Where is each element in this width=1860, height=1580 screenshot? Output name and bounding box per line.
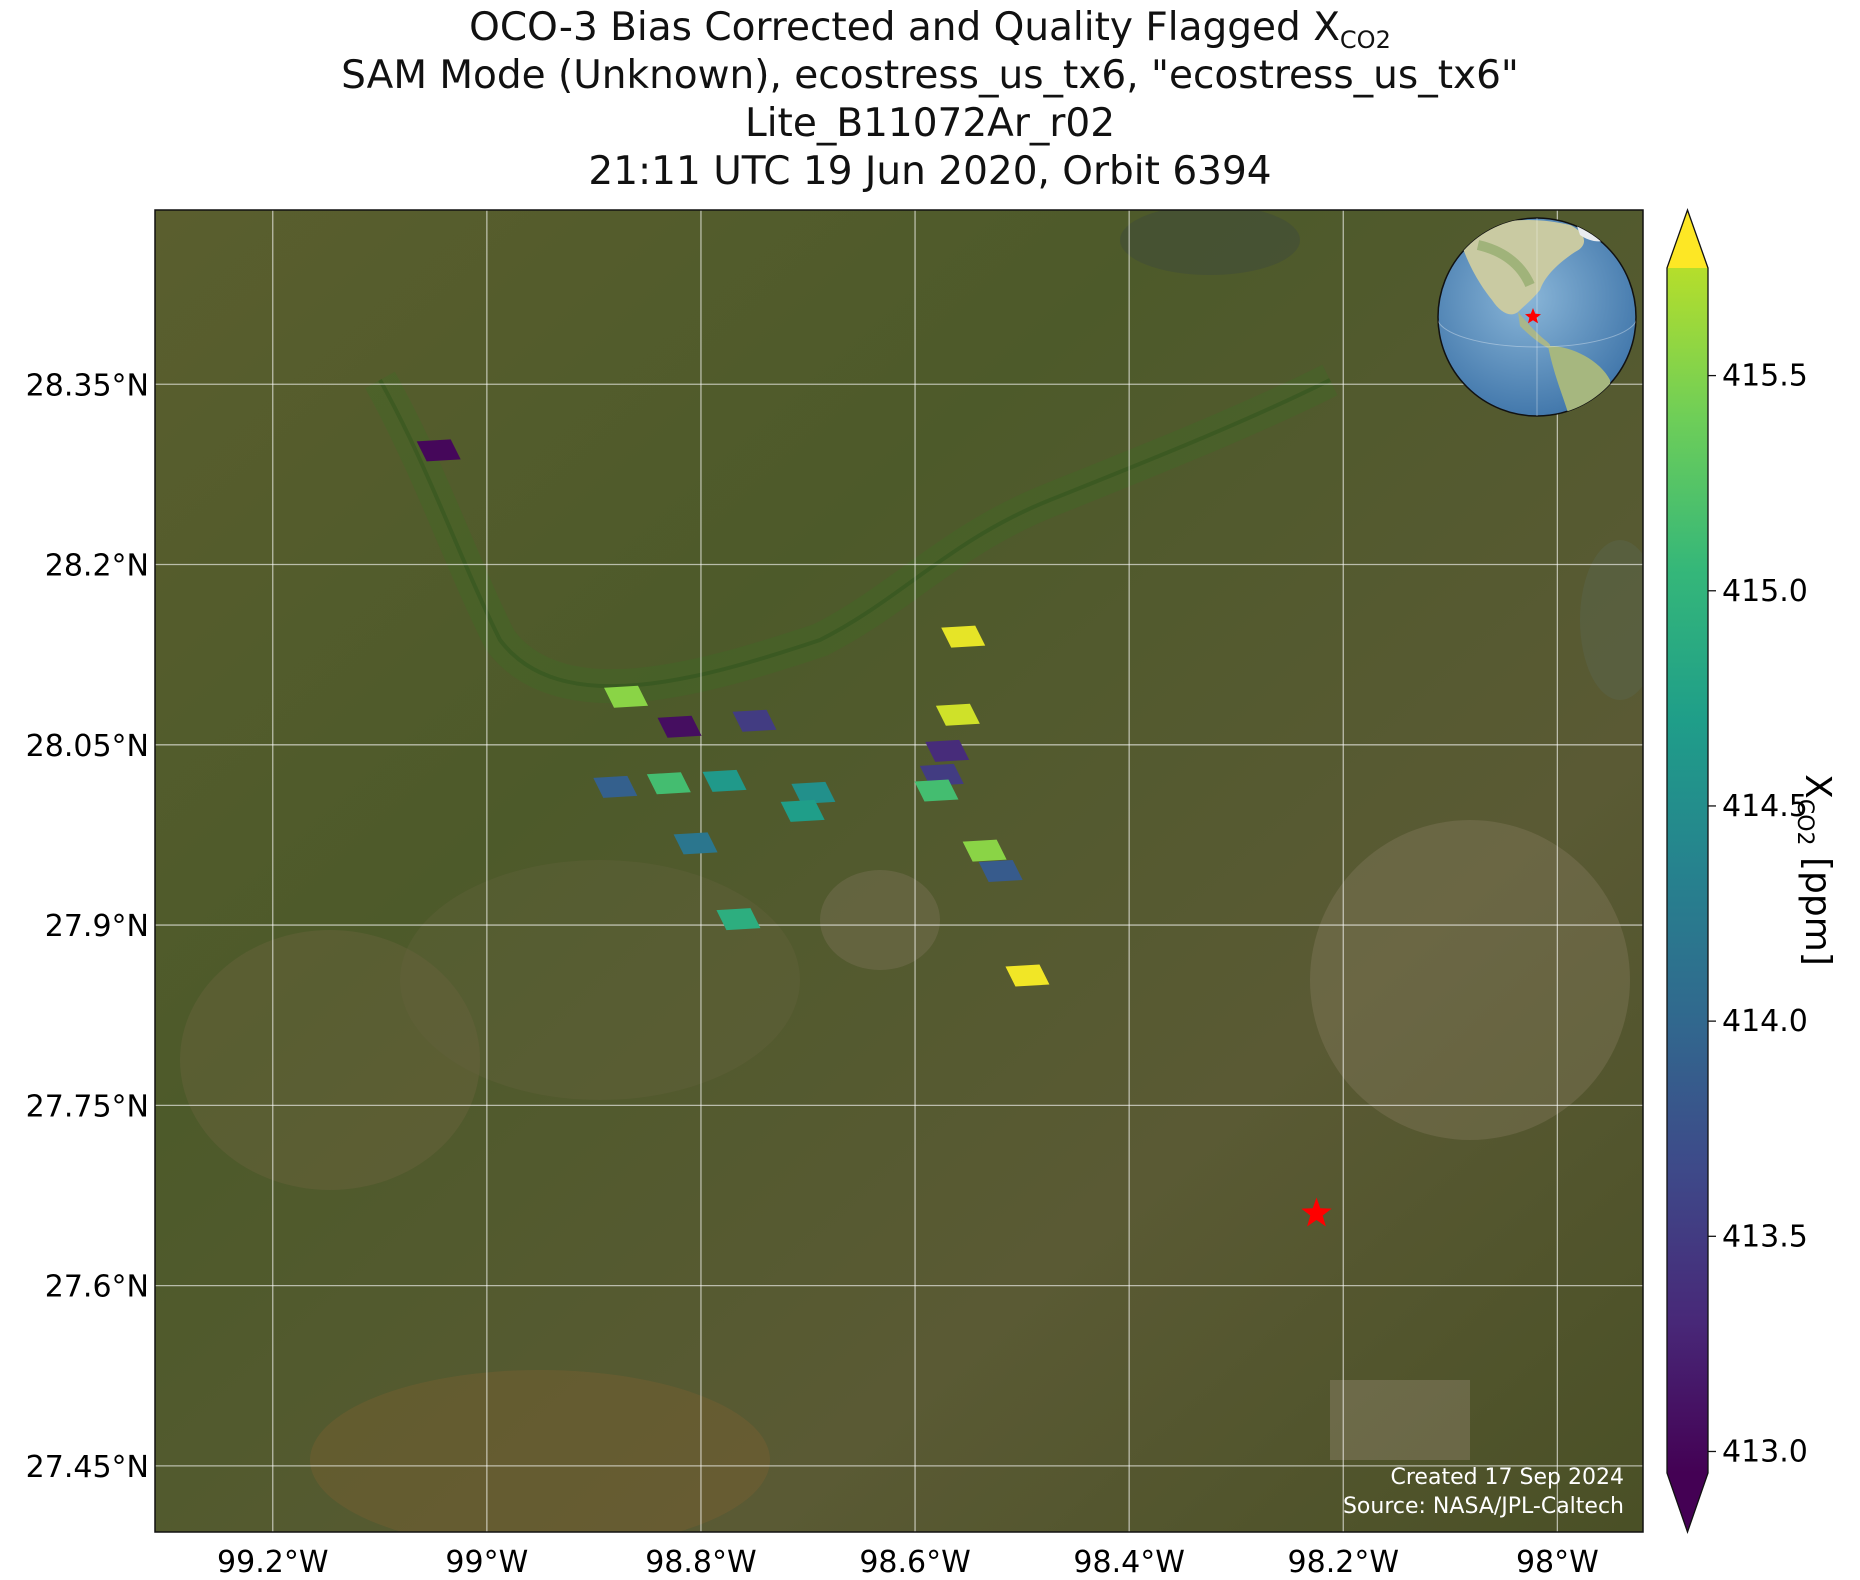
terrain-texture (180, 210, 1643, 1532)
colorbar-ticks: 413.0 413.5 414.0 414.5 415.0 415.5 (1708, 359, 1808, 1469)
colorbar-tick-label: 415.0 (1722, 574, 1808, 609)
longitude-tick-label: 98°W (1516, 1545, 1599, 1580)
title-line-3: Lite_B11072Ar_r02 (744, 101, 1116, 146)
sounding-footprint (716, 908, 761, 931)
longitude-tick-label: 98.6°W (859, 1545, 970, 1580)
colorbar-tick-label: 413.0 (1722, 1434, 1808, 1469)
colorbar-extend-max (1667, 210, 1708, 268)
sounding-footprint (919, 763, 964, 786)
map-area[interactable]: Created 17 Sep 2024 Source: NASA/JPL-Cal… (155, 205, 1660, 1550)
colorbar-outline (1666, 208, 1709, 1534)
sounding-footprint (646, 772, 691, 795)
latitude-tick-label: 28.35°N (26, 368, 149, 403)
satellite-basemap (155, 210, 1643, 1532)
title-line-4: 21:11 UTC 19 Jun 2020, Orbit 6394 (588, 149, 1272, 194)
sounding-footprint (978, 860, 1023, 882)
sounding-footprint (702, 769, 747, 792)
colorbar-tick-label: 413.5 (1722, 1219, 1808, 1254)
map-frame (154, 209, 1644, 1533)
sounding-footprint (1005, 964, 1050, 987)
source-credit: Source: NASA/JPL-Caltech (1343, 1494, 1624, 1519)
colorbar-tick-label: 414.5 (1722, 789, 1808, 824)
sounding-footprint (941, 625, 986, 648)
colorbar-tick-label: 415.5 (1722, 359, 1808, 394)
colorbar-label: XCO2 [ppm] (1792, 774, 1838, 966)
latitude-tick-label: 27.75°N (26, 1089, 149, 1124)
sounding-footprint (935, 703, 980, 726)
sounding-footprint (925, 739, 970, 762)
sounding-footprint (593, 775, 638, 798)
longitude-tick-label: 98.4°W (1073, 1545, 1184, 1580)
longitude-tick-label: 99.2°W (217, 1545, 328, 1580)
longitude-tick-label: 98.2°W (1288, 1545, 1399, 1580)
latitude-tick-label: 27.9°N (45, 909, 149, 944)
sounding-footprint (604, 685, 649, 708)
latitude-tick-label: 27.45°N (26, 1450, 149, 1485)
title-line-2: SAM Mode (Unknown), ecostress_us_tx6, "e… (341, 53, 1519, 98)
longitude-tick-label: 99°W (445, 1545, 528, 1580)
central-america-land (1518, 312, 1551, 348)
latitude-ticks: 28.35°N 28.2°N 28.05°N 27.9°N 27.75°N 27.6°N 2… (26, 368, 149, 1485)
longitude-ticks: 99.2°W 99°W 98.8°W 98.6°W 98.4°W 98.2°W 98°W (217, 1545, 1599, 1580)
sounding-footprint (416, 439, 461, 462)
created-credit: Created 17 Sep 2024 (1391, 1465, 1625, 1490)
sounding-footprint (791, 781, 836, 804)
sounding-footprint (962, 839, 1007, 862)
longitude-tick-label: 98.8°W (645, 1545, 756, 1580)
colorbar-tick-label: 414.0 (1722, 1004, 1808, 1039)
globe-inset (1437, 217, 1637, 417)
red-star-icon (1301, 1197, 1332, 1227)
sounding-footprint (914, 779, 959, 802)
latitude-tick-label: 28.05°N (26, 729, 149, 764)
latitude-tick-label: 27.6°N (45, 1270, 149, 1305)
figure-title: OCO-3 Bias Corrected and Quality Flagged… (0, 4, 1860, 196)
colorbar-extend-min (1667, 1473, 1708, 1532)
xco2-soundings (416, 439, 1050, 987)
colorbar-body (1667, 268, 1708, 1473)
sounding-footprint (673, 832, 718, 855)
sounding-footprint (732, 709, 777, 732)
sounding-footprint (780, 799, 825, 822)
title-line-1: OCO-3 Bias Corrected and Quality Flagged… (469, 5, 1391, 54)
graticule (155, 210, 1643, 1532)
colorbar: 413.0 413.5 414.0 414.5 415.0 415.5 XCO2 [ppm… (1666, 208, 1838, 1534)
globe-red-star-icon (1525, 308, 1541, 324)
sounding-footprint (657, 715, 702, 738)
latitude-tick-label: 28.2°N (45, 549, 149, 584)
